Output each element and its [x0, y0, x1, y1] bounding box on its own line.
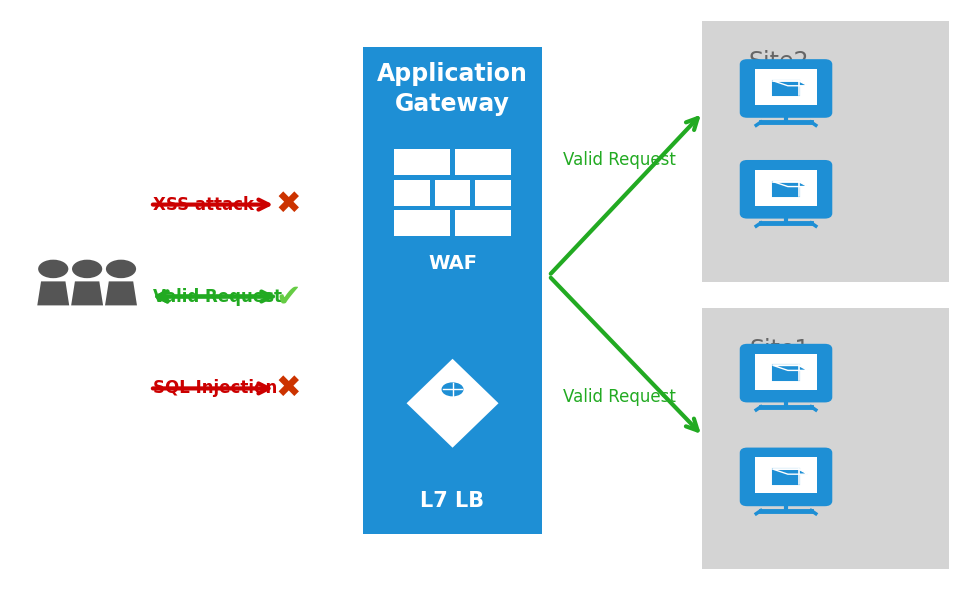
FancyBboxPatch shape	[741, 162, 831, 217]
Bar	[363, 47, 542, 534]
Bar	[455, 149, 511, 175]
Polygon shape	[773, 365, 808, 371]
Bar	[773, 469, 799, 484]
Polygon shape	[72, 282, 103, 305]
Bar	[755, 457, 817, 493]
Text: ✖: ✖	[276, 190, 301, 219]
Polygon shape	[37, 282, 70, 305]
Bar	[455, 211, 511, 236]
Bar	[755, 69, 817, 105]
FancyBboxPatch shape	[741, 61, 831, 116]
Bar	[755, 170, 817, 206]
Polygon shape	[106, 282, 137, 305]
Polygon shape	[773, 181, 808, 187]
FancyBboxPatch shape	[741, 449, 831, 505]
Bar	[773, 81, 799, 95]
Text: Valid Request: Valid Request	[563, 151, 676, 169]
Bar	[395, 211, 450, 236]
FancyBboxPatch shape	[741, 346, 831, 401]
Bar	[773, 181, 799, 196]
Bar	[395, 149, 450, 175]
Text: Application
Gateway: Application Gateway	[378, 62, 528, 116]
Bar	[475, 180, 511, 206]
Bar	[755, 353, 817, 390]
Polygon shape	[407, 359, 499, 448]
Circle shape	[72, 260, 103, 278]
Bar	[435, 180, 470, 206]
Bar	[773, 365, 799, 380]
Bar	[395, 180, 430, 206]
Text: Valid Request: Valid Request	[563, 388, 676, 406]
Text: L7 LB: L7 LB	[420, 491, 485, 511]
Text: ✔: ✔	[276, 282, 301, 311]
Text: SQL Injection: SQL Injection	[153, 380, 277, 397]
Polygon shape	[773, 469, 808, 474]
Circle shape	[106, 260, 136, 278]
Polygon shape	[773, 81, 808, 86]
Text: ✖: ✖	[276, 374, 301, 403]
Circle shape	[442, 383, 463, 396]
Bar	[702, 308, 949, 569]
Text: WAF: WAF	[428, 254, 477, 273]
Circle shape	[38, 260, 69, 278]
Text: Site1: Site1	[749, 338, 809, 362]
Text: XSS attack: XSS attack	[153, 196, 254, 213]
Text: Site2: Site2	[749, 50, 809, 74]
Text: Valid Request: Valid Request	[153, 288, 282, 305]
Bar	[702, 21, 949, 282]
